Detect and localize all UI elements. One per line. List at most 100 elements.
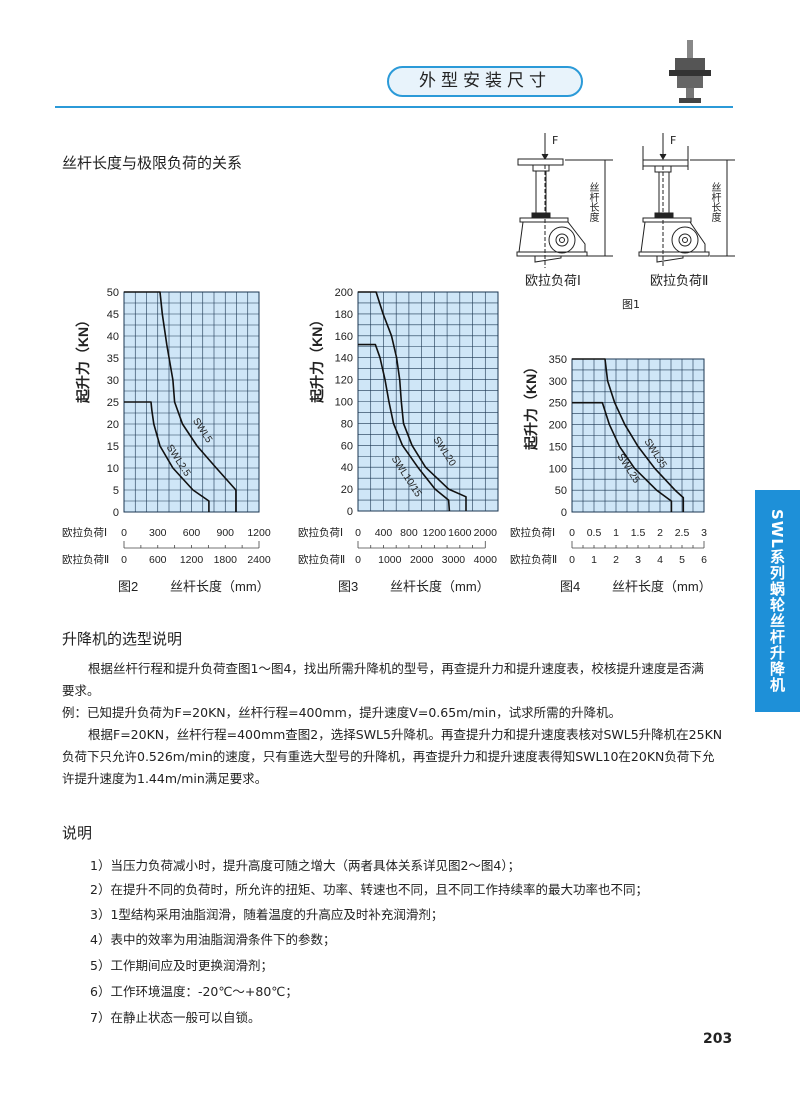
y-tick-label: 50 xyxy=(107,287,119,299)
y-tick-label: 100 xyxy=(335,397,353,409)
series-line-SWL5 xyxy=(124,291,237,512)
series-line-SWL35 xyxy=(572,358,685,512)
y-tick-label: 40 xyxy=(107,331,119,343)
screw-length-label-right: 丝杆长度 xyxy=(709,182,720,222)
x-tick-label-euler1: 900 xyxy=(216,527,234,539)
paragraph-solution-end: 许提升速度为1.44m/min满足要求。 xyxy=(62,771,268,786)
y-tick-label: 100 xyxy=(549,463,567,475)
page-number: 203 xyxy=(703,1031,733,1047)
x-axis-label: 丝杆长度（mm） xyxy=(390,579,490,594)
paragraph-1: 根据丝杆行程和提升负荷查图1～图4，找出所需升降机的型号，再查提升力和提升速度表… xyxy=(88,661,704,676)
x-tick-label-euler2: 1000 xyxy=(378,554,402,566)
figure-caption: 图3 xyxy=(338,579,358,594)
note-item: 2）在提升不同的负荷时，所允许的扭矩、功率、转速也不同，且不同工作持续率的最大功… xyxy=(90,882,648,897)
x-tick-label-euler2: 0 xyxy=(569,554,575,566)
x-tick-label-euler1: 1.5 xyxy=(631,527,646,539)
x-tick-label-euler1: 0.5 xyxy=(587,527,602,539)
y-tick-label: 15 xyxy=(107,441,119,453)
y-tick-label: 35 xyxy=(107,353,119,365)
paragraph-solution: 根据F=20KN，丝杆行程=400mm查图2，选择SWL5升降机。再查提升力和提… xyxy=(88,727,723,742)
y-tick-label: 350 xyxy=(549,354,567,366)
x-axis-label: 丝杆长度（mm） xyxy=(170,579,270,594)
y-tick-label: 0 xyxy=(113,507,119,519)
y-tick-label: 80 xyxy=(341,418,353,430)
x-tick-label-euler1: 2000 xyxy=(474,527,498,539)
x-tick-label-euler2: 2400 xyxy=(247,554,271,566)
y-tick-label: 60 xyxy=(341,440,353,452)
euler1-axis-label: 欧拉负荷Ⅰ xyxy=(62,526,107,539)
header-divider xyxy=(55,106,733,108)
y-tick-label: 180 xyxy=(335,309,353,321)
note-item: 1）当压力负荷减小时，提升高度可随之增大（两者具体关系详见图2～图4）； xyxy=(90,858,521,873)
x-tick-label-euler2: 2000 xyxy=(410,554,434,566)
y-tick-label: 0 xyxy=(561,507,567,519)
x-tick-label-euler1: 1600 xyxy=(448,527,472,539)
y-tick-label: 40 xyxy=(341,462,353,474)
euler1-axis-label: 欧拉负荷Ⅰ xyxy=(298,526,343,539)
y-axis-label: 起升力（KN） xyxy=(523,360,539,451)
y-tick-label: 10 xyxy=(107,463,119,475)
x-tick-label-euler2: 0 xyxy=(355,554,361,566)
section-heading-selection: 升降机的选型说明 xyxy=(62,630,183,648)
euler1-axis-label: 欧拉负荷Ⅰ xyxy=(510,526,555,539)
y-axis-label: 起升力（KN） xyxy=(75,313,91,404)
screw-length-label-left: 丝杆长度 xyxy=(587,182,598,222)
screw-jack-product-icon xyxy=(669,40,711,103)
paragraph-1-cont: 要求。 xyxy=(62,683,100,698)
y-tick-label: 200 xyxy=(335,287,353,299)
x-tick-label-euler1: 800 xyxy=(400,527,418,539)
y-tick-label: 20 xyxy=(107,419,119,431)
x-tick-label-euler2: 2 xyxy=(613,554,619,566)
figure1-caption-euler1: 欧拉负荷Ⅰ xyxy=(525,274,581,289)
y-tick-label: 0 xyxy=(347,506,353,518)
force-label-left: F xyxy=(552,134,559,147)
x-tick-label-euler1: 1200 xyxy=(247,527,271,539)
paragraph-example: 例：已知提升负荷为F=20KN，丝杆行程=400mm，提升速度V=0.65m/m… xyxy=(62,705,622,720)
figure-caption: 图2 xyxy=(118,579,138,594)
x-tick-label-euler2: 1800 xyxy=(214,554,238,566)
side-tab-label: SWL系列蜗轮丝杆升降机 xyxy=(768,509,786,693)
figure1-caption: 图1 xyxy=(622,298,640,311)
section-heading-notes: 说明 xyxy=(62,824,93,842)
x-tick-label-euler2: 0 xyxy=(121,554,127,566)
x-tick-label-euler1: 1200 xyxy=(423,527,447,539)
note-item: 3）1型结构采用油脂润滑，随着温度的升高应及时补充润滑剂； xyxy=(90,907,444,922)
section-title-badge: 外型安装尺寸 xyxy=(387,66,583,97)
y-axis-label: 起升力（KN） xyxy=(309,313,325,404)
x-tick-label-euler1: 0 xyxy=(121,527,127,539)
x-axis-label: 丝杆长度（mm） xyxy=(612,579,712,594)
x-tick-label-euler1: 3 xyxy=(701,527,707,539)
euler2-axis-label: 欧拉负荷Ⅱ xyxy=(298,553,345,566)
y-tick-label: 150 xyxy=(549,441,567,453)
y-tick-label: 25 xyxy=(107,397,119,409)
y-tick-label: 45 xyxy=(107,309,119,321)
x-tick-label-euler2: 600 xyxy=(149,554,167,566)
figure1-caption-euler2: 欧拉负荷Ⅱ xyxy=(650,274,709,289)
y-tick-label: 300 xyxy=(549,376,567,388)
paragraph-solution-cont: 负荷下只允许0.526m/min的速度，只有重选大型号的升降机，再查提升力和提升… xyxy=(62,749,715,764)
y-tick-label: 140 xyxy=(335,353,353,365)
y-tick-label: 250 xyxy=(549,398,567,410)
euler2-axis-label: 欧拉负荷Ⅱ xyxy=(62,553,109,566)
x-tick-label-euler2: 4000 xyxy=(474,554,498,566)
x-tick-label-euler1: 1 xyxy=(613,527,619,539)
series-line-SWL25 xyxy=(124,401,210,512)
section-heading-length-load: 丝杆长度与极限负荷的关系 xyxy=(62,154,243,172)
x-tick-label-euler1: 2 xyxy=(657,527,663,539)
x-tick-label-euler2: 1 xyxy=(591,554,597,566)
y-tick-label: 20 xyxy=(341,484,353,496)
x-tick-label-euler2: 4 xyxy=(657,554,663,566)
x-tick-label-euler1: 600 xyxy=(183,527,201,539)
series-line-SWL20 xyxy=(358,291,467,511)
figure-caption: 图4 xyxy=(560,579,580,594)
x-tick-label-euler2: 3000 xyxy=(442,554,466,566)
force-label-right: F xyxy=(670,134,677,147)
side-tab-series: SWL系列蜗轮丝杆升降机 xyxy=(755,490,800,712)
x-tick-label-euler1: 2.5 xyxy=(675,527,690,539)
x-tick-label-euler2: 1200 xyxy=(180,554,204,566)
note-item: 5）工作期间应及时更换润滑剂； xyxy=(90,958,273,973)
series-line-SWL25 xyxy=(572,401,673,512)
y-tick-label: 30 xyxy=(107,375,119,387)
figure1-diagram xyxy=(516,133,735,268)
x-tick-label-euler2: 3 xyxy=(635,554,641,566)
